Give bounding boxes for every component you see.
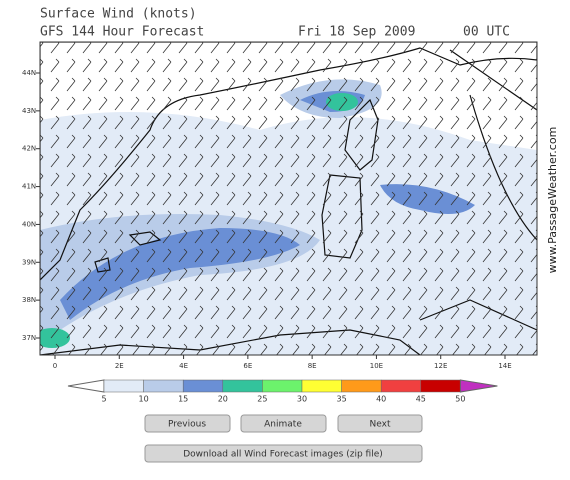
lat-label: 39N	[22, 258, 36, 266]
map-frame	[39, 41, 538, 356]
time: 00 UTC	[463, 25, 510, 40]
button-label[interactable]: Next	[370, 420, 391, 430]
legend-label: 50	[455, 395, 465, 404]
legend-swatch	[182, 379, 224, 393]
legend-swatch	[380, 379, 422, 393]
button-bg[interactable]	[337, 414, 423, 433]
lon-label: 4E	[179, 362, 188, 370]
button-bg[interactable]	[144, 414, 231, 433]
lat-label: 43N	[22, 107, 36, 115]
map	[40, 42, 537, 355]
button-bg[interactable]	[144, 444, 423, 463]
lon-label: 14E	[498, 362, 511, 370]
legend-label: 45	[416, 395, 426, 404]
legend-swatch	[301, 379, 342, 393]
legend-label: 20	[218, 395, 228, 404]
wind-barbs	[40, 42, 537, 355]
title: Surface Wind (knots)	[40, 7, 197, 22]
button-label[interactable]: Previous	[168, 420, 206, 430]
lon-label: 12E	[434, 362, 447, 370]
lat-label: 42N	[22, 145, 36, 153]
button-label[interactable]: Animate	[264, 420, 302, 430]
previous-button[interactable]: Previous	[144, 414, 231, 433]
legend-swatch	[222, 379, 263, 393]
lon-label: 6E	[243, 362, 252, 370]
button-bg[interactable]	[240, 414, 327, 433]
lon-label: 8E	[308, 362, 317, 370]
lat-label: 40N	[22, 220, 36, 228]
legend-swatch	[103, 379, 144, 393]
legend-swatch	[262, 379, 303, 393]
legend-label: 30	[297, 395, 307, 404]
button-label[interactable]: Download all Wind Forecast images (zip f…	[183, 450, 383, 460]
legend-label: 40	[376, 395, 386, 404]
forecast: GFS 144 Hour Forecast	[40, 25, 204, 40]
animate-button[interactable]: Animate	[240, 414, 327, 433]
legend-arrow-left	[67, 379, 105, 393]
legend-label: 10	[139, 395, 149, 404]
lat-label: 44N	[22, 69, 36, 77]
legend-arrow-right	[459, 379, 498, 393]
legend-swatch	[341, 379, 382, 393]
legend: 5 10 15 20 25 30 35 40 45 50	[67, 379, 498, 404]
lon-label: 2E	[115, 362, 124, 370]
lat-label: 41N	[22, 183, 36, 191]
legend-label: 15	[178, 395, 188, 404]
date: Fri 18 Sep 2009	[298, 25, 415, 40]
lat-labels: 44N 43N 42N 41N 40N 39N 38N 37N	[22, 69, 40, 342]
legend-label: 35	[337, 395, 347, 404]
next-button[interactable]: Next	[337, 414, 423, 433]
lat-label: 37N	[22, 334, 36, 342]
lon-label: 10E	[370, 362, 383, 370]
legend-label: 5	[101, 395, 106, 404]
download-button[interactable]: Download all Wind Forecast images (zip f…	[144, 444, 423, 463]
lon-labels: 0 2E 4E 6E 8E 10E 12E 14E	[53, 355, 512, 370]
legend-swatch	[143, 379, 184, 393]
lon-label: 0	[53, 362, 57, 370]
legend-label: 25	[257, 395, 267, 404]
legend-swatch	[420, 379, 461, 393]
credit: www.PassageWeather.com	[546, 127, 559, 274]
lat-label: 38N	[22, 296, 36, 304]
